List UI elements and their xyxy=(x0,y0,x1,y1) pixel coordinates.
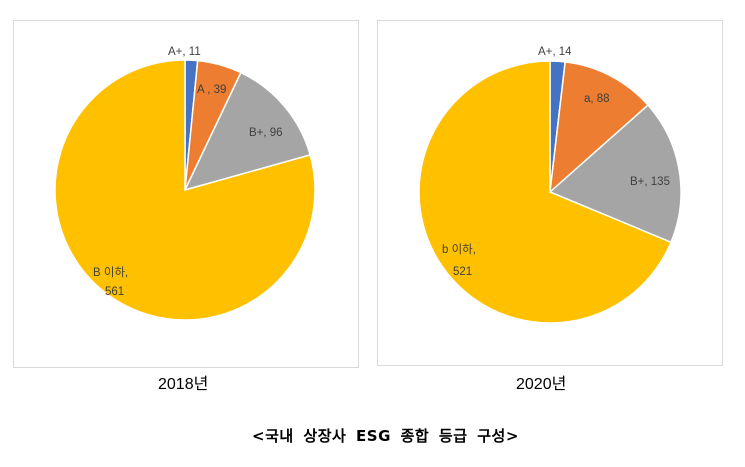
slice-2020-b-plus xyxy=(548,104,682,244)
label-2018-b-plus: B+, 96 xyxy=(249,127,283,139)
label-2020-a-plus: A+, 14 xyxy=(538,46,572,58)
label-2018-a-plus: A+, 11 xyxy=(168,46,201,58)
slice-2018-b-below xyxy=(54,59,316,321)
year-label-2020: 2020년 xyxy=(516,376,567,393)
pie-chart-2020 xyxy=(418,60,682,324)
slice-2018-b-plus xyxy=(183,71,312,192)
slice-2020-a xyxy=(549,61,650,194)
figure-caption: <국내 상장사 ESG 종합 등급 구성> xyxy=(252,427,519,445)
label-2020-b-below: b 이하, xyxy=(442,242,476,256)
label-2018-a: A , 39 xyxy=(197,84,226,96)
slice-2020-b-below xyxy=(418,60,672,324)
label-2018-b-below: B 이하, xyxy=(93,265,128,279)
label-2018-b-below-value: 561 xyxy=(105,286,124,298)
year-label-2018: 2018년 xyxy=(158,376,209,393)
label-2020-b-below-value: 521 xyxy=(453,266,472,278)
label-2020-b-plus: B+, 135 xyxy=(630,176,670,188)
pie-chart-2018 xyxy=(54,59,316,321)
label-2020-a: a, 88 xyxy=(584,93,610,105)
